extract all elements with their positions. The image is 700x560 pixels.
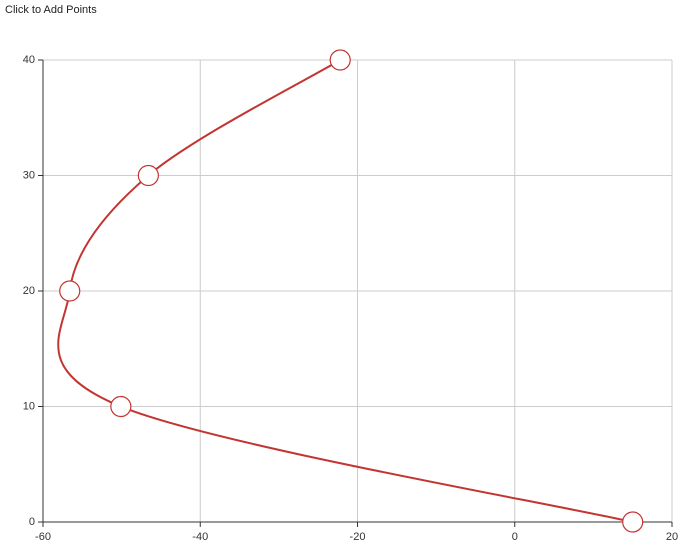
point-marker[interactable] <box>137 164 159 187</box>
point-marker[interactable] <box>622 511 644 533</box>
x-tick-label: -40 <box>192 531 208 543</box>
x-tick-label: 20 <box>666 531 678 543</box>
y-tick-label: 0 <box>29 516 35 528</box>
y-tick-label: 30 <box>23 169 35 181</box>
point-marker[interactable] <box>59 280 81 302</box>
x-tick-label: -60 <box>35 531 51 543</box>
line <box>57 59 633 523</box>
y-tick-label: 20 <box>23 285 35 297</box>
x-tick-label: -20 <box>350 531 366 543</box>
y-tick-label: 10 <box>23 400 35 412</box>
y-tick-label: 40 <box>23 54 35 66</box>
point-marker[interactable] <box>110 395 132 418</box>
x-tick-label: 0 <box>512 531 518 543</box>
chart-title: Click to Add Points <box>5 4 97 16</box>
point-marker[interactable] <box>329 49 351 71</box>
